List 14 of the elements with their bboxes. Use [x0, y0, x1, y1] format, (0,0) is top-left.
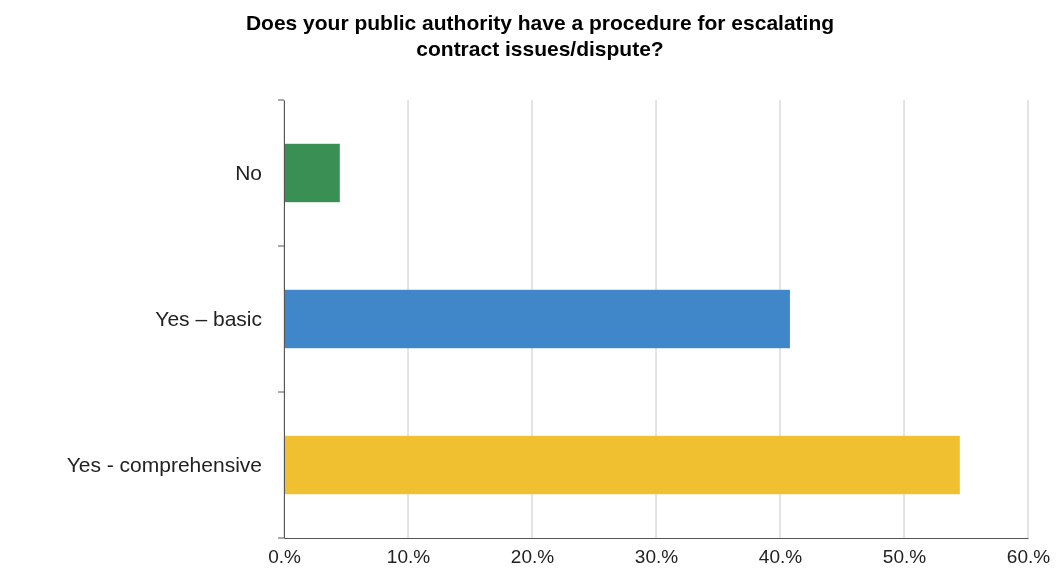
x-tick-label: 0.% [268, 546, 301, 568]
x-tick-label: 20.% [510, 546, 555, 568]
x-tick-label: 10.% [386, 546, 431, 568]
bar [284, 289, 790, 349]
x-tick-label: 60.% [1006, 546, 1051, 568]
bar [284, 143, 340, 203]
x-tick-label: 40.% [758, 546, 803, 568]
y-tick-label: No [235, 160, 262, 184]
x-tick-label: 30.% [634, 546, 679, 568]
bar [284, 435, 960, 495]
y-tick-label: Yes - comprehensive [66, 452, 262, 476]
y-tick-label: Yes – basic [155, 306, 262, 330]
x-tick-label: 50.% [882, 546, 927, 568]
chart-title: Does your public authority have a procedure for escalating contract issues/dispute? [245, 11, 835, 60]
